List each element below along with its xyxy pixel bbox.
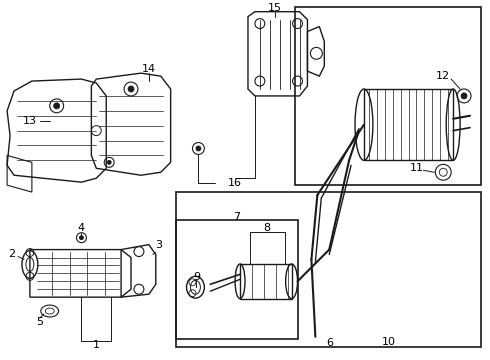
Bar	[175, 220, 297, 339]
Text: 13: 13	[23, 116, 37, 126]
Text: 11: 11	[410, 163, 423, 173]
Text: 5: 5	[36, 317, 43, 327]
Text: 12: 12	[436, 71, 450, 81]
Text: 7: 7	[234, 212, 241, 222]
Text: 9: 9	[193, 272, 200, 282]
Circle shape	[461, 93, 467, 99]
Text: 16: 16	[228, 178, 242, 188]
Circle shape	[196, 146, 201, 151]
Text: 6: 6	[326, 338, 333, 348]
Circle shape	[128, 86, 134, 92]
Text: 8: 8	[263, 223, 270, 233]
Text: 1: 1	[93, 340, 100, 350]
Text: 3: 3	[155, 240, 162, 249]
Text: 10: 10	[382, 337, 396, 347]
Bar	[175, 192, 481, 347]
Text: 15: 15	[268, 3, 282, 13]
Circle shape	[79, 236, 83, 240]
Circle shape	[54, 103, 60, 109]
Text: 4: 4	[78, 223, 85, 233]
Bar	[294, 7, 481, 185]
Text: 2: 2	[8, 248, 16, 258]
Circle shape	[107, 160, 111, 164]
Text: 14: 14	[142, 64, 156, 74]
